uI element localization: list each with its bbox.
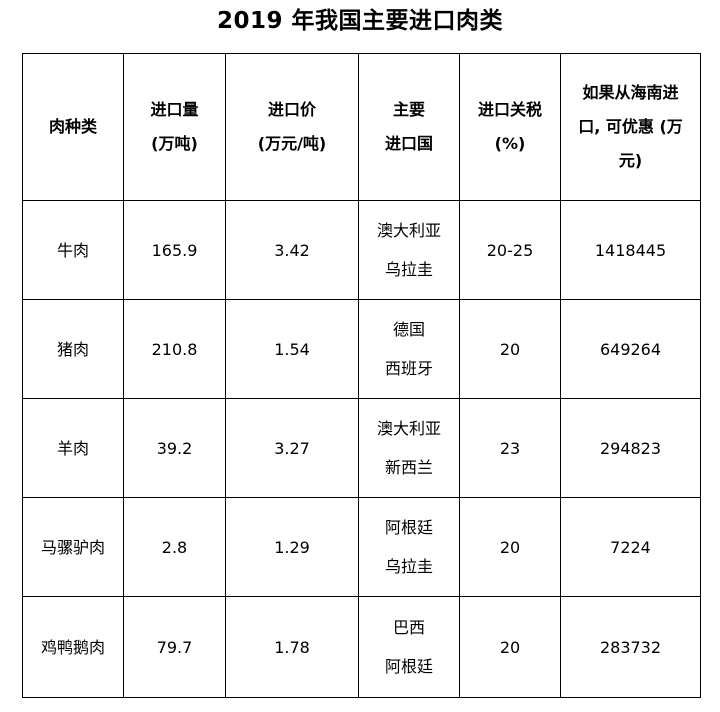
country-name: 阿根廷 — [384, 657, 433, 676]
country-name: 德国 — [392, 320, 425, 339]
header-import-price: 进口价 (万元/吨) — [225, 53, 359, 201]
cell-main-countries: 德国 西班牙 — [358, 299, 460, 399]
country-name: 巴西 — [392, 618, 425, 637]
header-line: (万吨) — [151, 134, 198, 153]
table-header-row: 肉种类 进口量 (万吨) 进口价 (万元/吨) 主要 进口国 进口关税 (%) … — [22, 53, 701, 201]
header-line: 进口国 — [384, 134, 433, 153]
cell-main-countries: 澳大利亚 乌拉圭 — [358, 200, 460, 300]
cell-import-tariff: 20 — [459, 497, 561, 597]
header-line: (%) — [494, 134, 526, 153]
header-import-volume: 进口量 (万吨) — [123, 53, 226, 201]
country-name: 乌拉圭 — [384, 260, 433, 279]
cell-hainan-savings: 283732 — [560, 596, 701, 698]
cell-main-countries: 澳大利亚 新西兰 — [358, 398, 460, 498]
country-name: 新西兰 — [384, 458, 433, 477]
cell-meat-type: 牛肉 — [22, 200, 124, 300]
cell-hainan-savings: 1418445 — [560, 200, 701, 300]
header-line: 口, 可优惠 (万 — [578, 117, 683, 136]
cell-meat-type: 猪肉 — [22, 299, 124, 399]
cell-import-volume: 39.2 — [123, 398, 226, 498]
header-line: 进口量 — [150, 100, 199, 119]
header-line: 如果从海南进 — [582, 83, 679, 102]
country-name: 澳大利亚 — [376, 221, 441, 240]
page-title: 2019 年我国主要进口肉类 — [216, 8, 504, 34]
cell-hainan-savings: 294823 — [560, 398, 701, 498]
country-name: 澳大利亚 — [376, 419, 441, 438]
cell-import-price: 3.42 — [225, 200, 359, 300]
cell-meat-type: 羊肉 — [22, 398, 124, 498]
cell-import-tariff: 23 — [459, 398, 561, 498]
cell-import-tariff: 20 — [459, 299, 561, 399]
cell-import-tariff: 20-25 — [459, 200, 561, 300]
header-line: 肉种类 — [48, 117, 97, 136]
cell-import-volume: 210.8 — [123, 299, 226, 399]
header-main-countries: 主要 进口国 — [358, 53, 460, 201]
cell-import-price: 1.29 — [225, 497, 359, 597]
country-name: 乌拉圭 — [384, 557, 433, 576]
cell-import-volume: 79.7 — [123, 596, 226, 698]
table-row: 羊肉 39.2 3.27 澳大利亚 新西兰 23 294823 — [22, 398, 701, 498]
cell-import-price: 3.27 — [225, 398, 359, 498]
header-line: 进口关税 — [477, 100, 542, 119]
table-row: 猪肉 210.8 1.54 德国 西班牙 20 649264 — [22, 299, 701, 399]
cell-main-countries: 阿根廷 乌拉圭 — [358, 497, 460, 597]
cell-import-price: 1.54 — [225, 299, 359, 399]
header-line: 元) — [618, 151, 643, 170]
table-row: 马骡驴肉 2.8 1.29 阿根廷 乌拉圭 20 7224 — [22, 497, 701, 597]
cell-import-price: 1.78 — [225, 596, 359, 698]
table-row: 鸡鸭鹅肉 79.7 1.78 巴西 阿根廷 20 283732 — [22, 596, 701, 698]
header-hainan-savings: 如果从海南进 口, 可优惠 (万 元) — [560, 53, 701, 201]
cell-main-countries: 巴西 阿根廷 — [358, 596, 460, 698]
header-line: (万元/吨) — [257, 134, 327, 153]
header-line: 主要 — [392, 100, 425, 119]
cell-import-volume: 2.8 — [123, 497, 226, 597]
table-row: 牛肉 165.9 3.42 澳大利亚 乌拉圭 20-25 1418445 — [22, 200, 701, 300]
header-meat-type: 肉种类 — [22, 53, 124, 201]
country-name: 阿根廷 — [384, 518, 433, 537]
country-name: 西班牙 — [384, 359, 433, 378]
cell-import-tariff: 20 — [459, 596, 561, 698]
cell-meat-type: 马骡驴肉 — [22, 497, 124, 597]
header-import-tariff: 进口关税 (%) — [459, 53, 561, 201]
cell-hainan-savings: 7224 — [560, 497, 701, 597]
cell-hainan-savings: 649264 — [560, 299, 701, 399]
cell-meat-type: 鸡鸭鹅肉 — [22, 596, 124, 698]
cell-import-volume: 165.9 — [123, 200, 226, 300]
header-line: 进口价 — [267, 100, 316, 119]
meat-import-table: 肉种类 进口量 (万吨) 进口价 (万元/吨) 主要 进口国 进口关税 (%) … — [22, 53, 701, 698]
